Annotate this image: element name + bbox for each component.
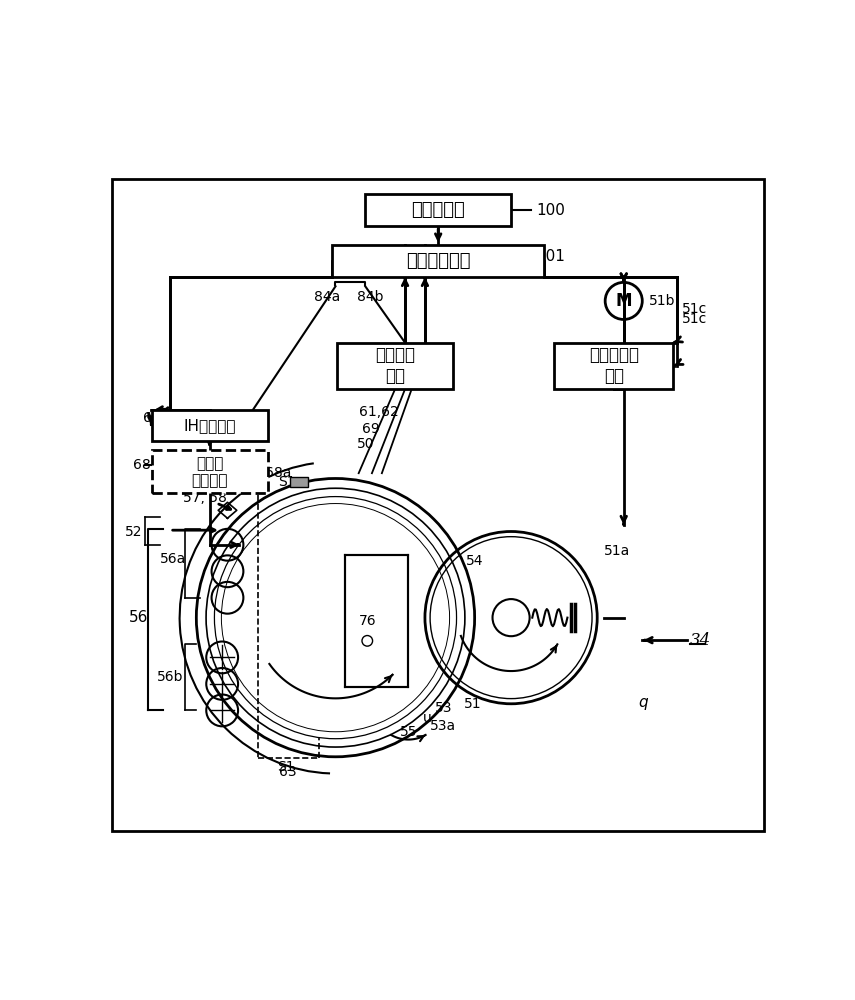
FancyBboxPatch shape: [151, 450, 268, 493]
Text: 系统控制部: 系统控制部: [411, 201, 465, 219]
Text: 57, 58: 57, 58: [183, 491, 227, 505]
Text: 84b: 84b: [357, 290, 384, 304]
Text: 69: 69: [362, 422, 380, 436]
Text: S1: S1: [278, 475, 296, 489]
Text: 67: 67: [144, 411, 161, 425]
Text: 电动机驱动
电路: 电动机驱动 电路: [589, 346, 639, 385]
Text: 54: 54: [466, 554, 483, 568]
FancyBboxPatch shape: [345, 555, 409, 687]
Text: 51c: 51c: [682, 302, 707, 316]
Text: IH控制电路: IH控制电路: [183, 418, 236, 433]
FancyBboxPatch shape: [332, 245, 544, 277]
Text: S1: S1: [277, 760, 295, 774]
FancyBboxPatch shape: [291, 477, 308, 487]
Text: 84a: 84a: [315, 290, 340, 304]
Text: 51c: 51c: [682, 312, 707, 326]
Text: 56a: 56a: [160, 552, 186, 566]
Text: 51b: 51b: [649, 294, 675, 308]
Text: 53: 53: [434, 701, 452, 715]
Text: 68a: 68a: [264, 466, 291, 480]
FancyBboxPatch shape: [151, 410, 268, 441]
Text: 34: 34: [690, 632, 711, 649]
Text: 51: 51: [463, 697, 481, 711]
Text: 55: 55: [399, 725, 417, 739]
FancyBboxPatch shape: [365, 194, 511, 226]
Text: 56: 56: [129, 610, 149, 625]
Text: u: u: [422, 711, 431, 725]
Text: 电阻测定
电路: 电阻测定 电路: [375, 346, 416, 385]
Text: 63: 63: [279, 765, 297, 779]
Text: 56b: 56b: [156, 670, 183, 684]
Text: 50: 50: [357, 437, 374, 451]
Text: 主体控制电路: 主体控制电路: [406, 252, 470, 270]
Text: 76: 76: [358, 614, 376, 628]
Text: 52: 52: [125, 525, 142, 539]
Text: 变换器
驱动电路: 变换器 驱动电路: [192, 456, 227, 488]
Text: 68: 68: [133, 458, 151, 472]
Text: 61,62: 61,62: [359, 405, 398, 419]
FancyBboxPatch shape: [337, 343, 453, 389]
Text: 51a: 51a: [604, 544, 630, 558]
Text: 84: 84: [341, 263, 360, 278]
Text: q: q: [639, 695, 648, 710]
FancyBboxPatch shape: [554, 343, 674, 389]
Text: M: M: [616, 292, 632, 310]
Text: 100: 100: [536, 203, 565, 218]
Text: 101: 101: [536, 249, 565, 264]
Text: 53a: 53a: [430, 719, 457, 733]
